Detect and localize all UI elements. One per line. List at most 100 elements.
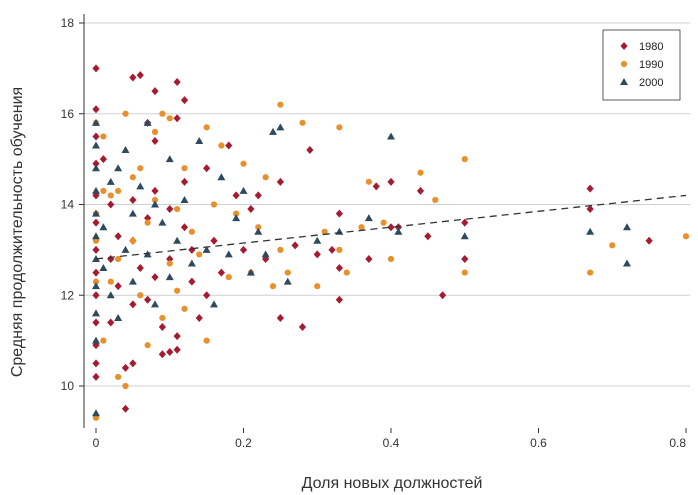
- data-point-1990: [277, 246, 284, 253]
- data-point-1990: [137, 165, 144, 172]
- data-point-1980: [328, 245, 336, 254]
- data-point-1990: [144, 219, 151, 226]
- data-point-1990: [137, 292, 144, 299]
- data-point-2000: [460, 232, 469, 240]
- data-point-1980: [92, 245, 100, 254]
- data-point-2000: [276, 123, 285, 131]
- data-point-2000: [187, 259, 196, 267]
- data-point-1980: [424, 232, 432, 241]
- data-point-1990: [144, 342, 151, 349]
- data-point-2000: [151, 300, 159, 308]
- data-point-1980: [180, 96, 189, 105]
- data-point-2000: [165, 273, 174, 281]
- data-point-1980: [173, 345, 181, 354]
- data-point-1990: [262, 174, 269, 181]
- data-point-1990: [299, 119, 306, 126]
- data-point-1980: [232, 191, 240, 200]
- data-point-1990: [682, 233, 690, 240]
- data-point-1990: [151, 128, 159, 135]
- data-point-1980: [92, 218, 100, 227]
- data-point-2000: [92, 336, 100, 344]
- data-point-2000: [394, 227, 403, 235]
- data-point-1990: [387, 255, 395, 263]
- data-point-1990: [107, 192, 114, 199]
- data-point-1990: [115, 187, 122, 194]
- data-point-2000: [158, 218, 167, 226]
- data-point-1980: [92, 341, 100, 350]
- data-point-1980: [121, 404, 130, 413]
- data-point-1980: [210, 236, 218, 245]
- data-point-2000: [143, 118, 152, 126]
- data-point-1990: [196, 251, 203, 258]
- legend-marker-1980: [620, 42, 628, 50]
- data-point-1990: [188, 228, 195, 235]
- data-point-1990: [240, 160, 247, 167]
- trend-line: [95, 194, 687, 260]
- legend-label-2000: 2000: [639, 77, 663, 89]
- data-point-2000: [151, 200, 159, 208]
- data-point-2000: [387, 132, 395, 140]
- data-point-1980: [107, 254, 115, 263]
- data-point-1990: [100, 133, 107, 140]
- data-point-1980: [645, 236, 653, 245]
- data-point-1980: [586, 205, 594, 214]
- data-point-1990: [218, 142, 225, 149]
- data-point-2000: [173, 236, 182, 244]
- data-point-1980: [151, 87, 159, 96]
- data-point-2000: [239, 186, 248, 194]
- data-point-2000: [92, 186, 100, 194]
- data-point-1980: [387, 223, 395, 232]
- data-point-2000: [92, 309, 100, 317]
- data-point-1980: [92, 372, 100, 381]
- data-point-1980: [313, 250, 321, 259]
- data-point-1980: [387, 177, 395, 186]
- data-point-2000: [165, 155, 174, 163]
- data-point-1990: [432, 196, 439, 204]
- data-point-1980: [173, 114, 181, 123]
- data-point-2000: [92, 164, 100, 172]
- data-point-2000: [364, 214, 373, 222]
- data-point-1980: [247, 205, 255, 214]
- data-point-2000: [195, 136, 204, 144]
- data-point-2000: [180, 195, 189, 203]
- data-point-1980: [114, 232, 122, 241]
- data-point-1990: [336, 124, 343, 131]
- data-point-1990: [166, 260, 173, 267]
- data-point-1980: [195, 313, 203, 322]
- data-point-1980: [92, 359, 100, 368]
- data-point-1980: [136, 71, 144, 80]
- data-point-1980: [188, 245, 196, 254]
- data-point-2000: [114, 313, 123, 321]
- data-point-1980: [107, 318, 115, 327]
- data-point-1990: [107, 278, 114, 285]
- data-point-1990: [417, 169, 424, 176]
- x-tick-label: 0.6: [530, 436, 547, 450]
- data-point-1980: [306, 146, 314, 155]
- data-point-1990: [203, 124, 210, 131]
- data-point-1980: [394, 223, 402, 232]
- data-point-2000: [313, 236, 322, 244]
- data-point-1990: [129, 174, 136, 181]
- data-point-1990: [122, 382, 129, 390]
- data-point-2000: [232, 214, 241, 222]
- y-tick-label: 10: [61, 379, 75, 393]
- data-point-1980: [158, 323, 166, 332]
- data-point-2000: [121, 245, 130, 253]
- data-point-1980: [158, 350, 166, 359]
- data-point-1980: [151, 273, 159, 282]
- data-point-1980: [129, 359, 137, 368]
- data-point-1980: [180, 177, 189, 186]
- data-point-1980: [217, 268, 225, 277]
- legend-marker-2000: [620, 78, 628, 85]
- data-point-2000: [106, 177, 115, 185]
- data-point-2000: [92, 118, 100, 126]
- data-point-1980: [144, 295, 152, 304]
- data-point-1980: [188, 277, 196, 286]
- data-point-1990: [277, 101, 284, 108]
- y-tick-label: 12: [61, 288, 75, 302]
- data-point-1980: [372, 182, 380, 191]
- data-point-1980: [92, 159, 100, 168]
- data-point-1980: [254, 191, 262, 200]
- data-point-1980: [92, 318, 100, 327]
